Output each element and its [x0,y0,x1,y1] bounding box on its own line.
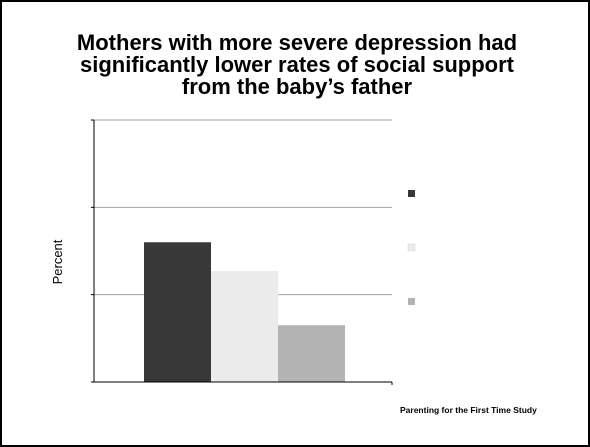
bar-series-2 [211,271,278,382]
chart-axes [91,119,393,385]
chart-bars [144,242,345,382]
title-line-2: significantly lower rates of social supp… [80,52,514,77]
slide-title: Mothers with more severe depression had … [22,32,572,98]
legend-swatch-2 [407,243,416,252]
title-line-1: Mothers with more severe depression had [76,30,518,55]
bar-series-3 [278,325,345,382]
bar-series-1 [144,242,211,382]
source-caption: Parenting for the First Time Study [400,405,537,415]
legend-swatch-3 [408,298,415,305]
chart-legend [407,190,416,305]
chart-gridlines [94,119,392,296]
legend-swatch-1 [408,190,415,197]
title-line-3: from the baby’s father [181,74,413,99]
y-axis-label: Percent [50,239,65,284]
